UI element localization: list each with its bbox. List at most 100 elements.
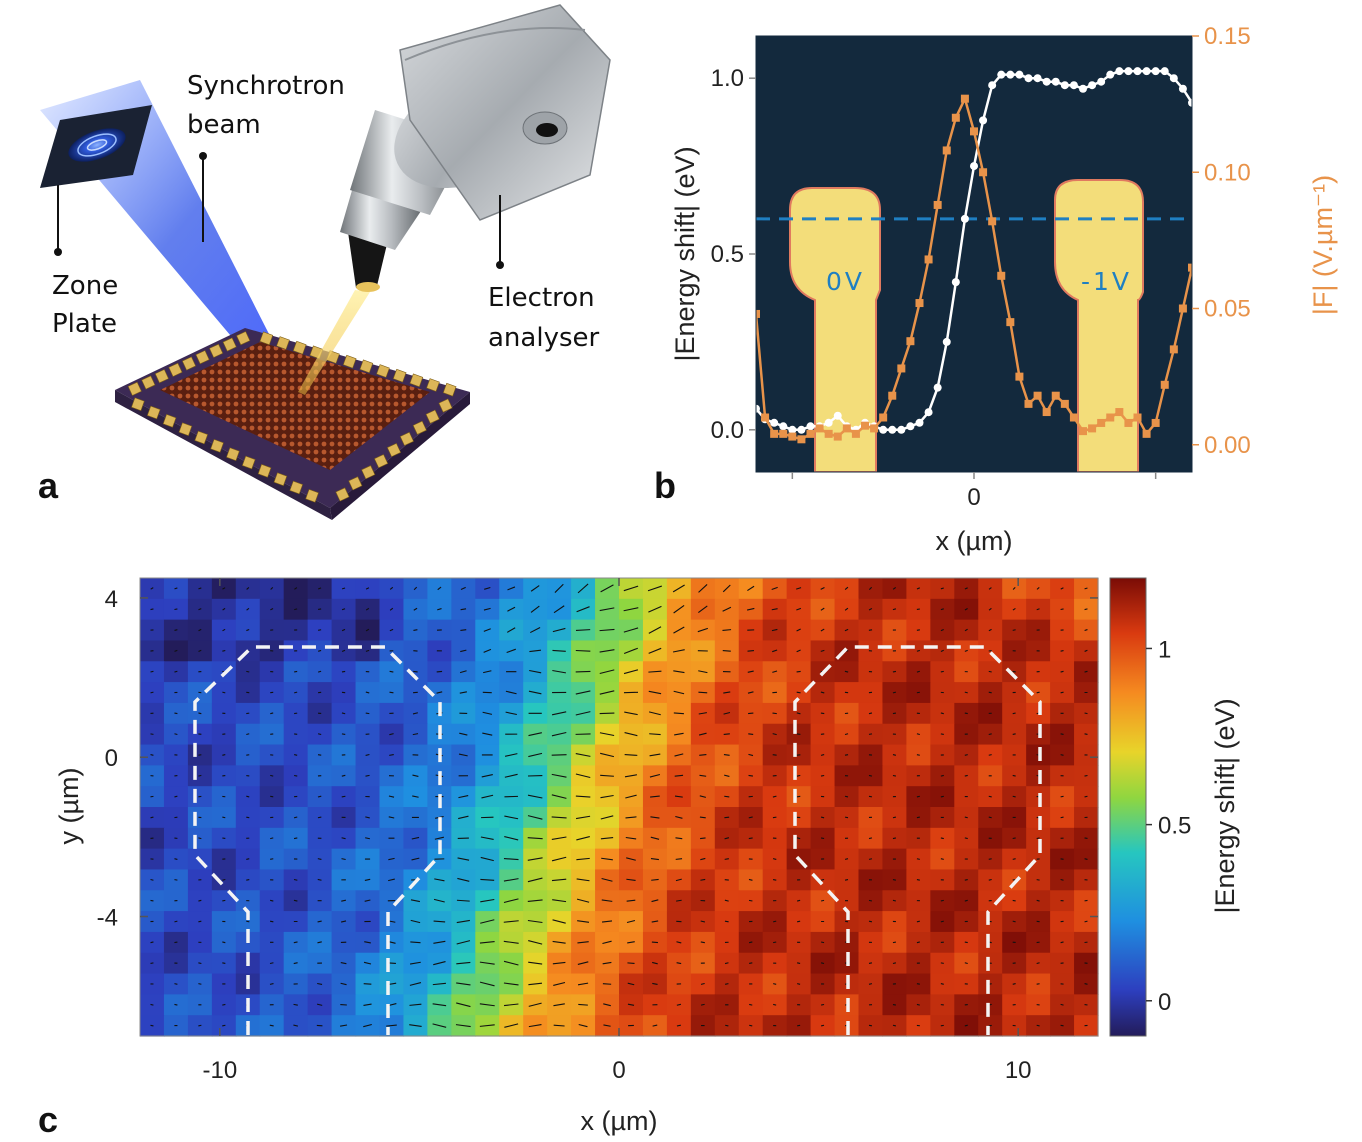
field-arrow bbox=[627, 1003, 635, 1006]
field-arrow bbox=[649, 733, 661, 736]
field-arrow bbox=[796, 795, 801, 798]
bond-pad bbox=[241, 455, 256, 470]
bond-pad bbox=[209, 343, 224, 358]
field-arrow bbox=[1012, 629, 1016, 631]
bond-pad bbox=[438, 398, 453, 413]
field-arrow bbox=[844, 920, 849, 923]
field-arrow bbox=[365, 816, 370, 819]
field-arrow bbox=[436, 691, 443, 694]
field-arrow bbox=[748, 899, 753, 902]
field-arrow bbox=[460, 629, 467, 631]
panel-b-ylabel: |Energy shift| (eV) bbox=[670, 146, 700, 361]
field-arrow bbox=[623, 647, 638, 655]
field-arrow bbox=[1036, 608, 1040, 611]
field-marker bbox=[1115, 408, 1124, 417]
field-arrow bbox=[623, 669, 639, 675]
field-arrow bbox=[503, 960, 519, 966]
energy-marker bbox=[915, 418, 924, 427]
field-arrow bbox=[676, 899, 682, 902]
field-marker bbox=[1088, 424, 1097, 433]
field-arrow bbox=[1012, 733, 1016, 735]
field-arrow bbox=[174, 920, 178, 923]
field-arrow bbox=[1060, 1003, 1064, 1006]
field-arrow bbox=[916, 941, 920, 944]
field-arrow bbox=[389, 753, 394, 756]
field-marker bbox=[770, 429, 779, 438]
field-arrow bbox=[552, 919, 566, 924]
field-arrow bbox=[483, 670, 492, 674]
field-arrow bbox=[552, 940, 566, 944]
bond-pad bbox=[442, 382, 457, 397]
field-arrow bbox=[222, 1024, 226, 1027]
field-arrow bbox=[797, 962, 801, 964]
field-arrow bbox=[820, 754, 825, 756]
field-marker bbox=[788, 432, 797, 441]
field-arrow bbox=[722, 584, 731, 593]
electrode-outline-right bbox=[793, 645, 1042, 1035]
field-arrow bbox=[246, 629, 250, 632]
y-tick-label: 0 bbox=[105, 745, 118, 772]
field-arrow bbox=[672, 649, 685, 653]
field-arrow bbox=[892, 879, 897, 881]
field-marker bbox=[870, 424, 879, 433]
field-arrow bbox=[527, 919, 543, 924]
field-arrow bbox=[820, 962, 825, 965]
field-arrow bbox=[599, 732, 615, 737]
field-arrow bbox=[772, 670, 778, 673]
field-arrow bbox=[456, 982, 471, 986]
field-arrow bbox=[479, 961, 495, 965]
field-arrow bbox=[676, 1024, 681, 1027]
field-arrow bbox=[317, 733, 322, 736]
field-arrow bbox=[364, 878, 371, 881]
field-arrow bbox=[552, 649, 566, 652]
field-arrow bbox=[916, 587, 921, 590]
field-arrow bbox=[626, 857, 636, 861]
field-arrow bbox=[551, 836, 567, 840]
electrode-left-shape bbox=[789, 187, 881, 472]
field-arrow bbox=[480, 919, 495, 924]
field-arrow bbox=[1084, 649, 1088, 652]
field-arrow bbox=[820, 878, 825, 881]
bond-pad bbox=[226, 447, 240, 461]
field-arrow bbox=[576, 898, 590, 903]
field-arrow bbox=[551, 731, 567, 737]
field-arrow bbox=[988, 607, 992, 611]
field-arrow bbox=[365, 837, 371, 840]
field-arrow bbox=[551, 878, 567, 882]
field-arrow bbox=[413, 586, 418, 591]
field-arrow bbox=[698, 670, 708, 674]
field-arrow bbox=[868, 795, 873, 798]
field-arrow bbox=[723, 691, 731, 694]
field-arrow bbox=[528, 1024, 542, 1028]
panel-a-illustration bbox=[40, 4, 611, 520]
panel-b-ylabel-right: |F| (V.µm⁻¹) bbox=[1308, 175, 1338, 315]
field-arrow bbox=[1084, 670, 1088, 673]
field-arrow bbox=[723, 754, 730, 756]
field-arrow bbox=[222, 649, 226, 652]
field-arrow bbox=[198, 712, 202, 715]
field-arrow bbox=[625, 836, 637, 840]
field-arrow bbox=[600, 584, 614, 593]
field-arrow bbox=[844, 795, 849, 798]
field-arrow bbox=[940, 962, 944, 964]
field-marker bbox=[861, 421, 869, 430]
field-arrow bbox=[964, 837, 968, 840]
field-arrow bbox=[844, 607, 849, 611]
field-arrow bbox=[365, 712, 370, 715]
field-arrow bbox=[1084, 733, 1088, 736]
field-arrow bbox=[724, 795, 730, 798]
field-arrow bbox=[389, 607, 394, 611]
bond-pad bbox=[412, 420, 427, 435]
field-arrow bbox=[916, 878, 920, 881]
energy-marker bbox=[942, 337, 951, 346]
field-arrow bbox=[150, 587, 154, 590]
field-arrow bbox=[412, 795, 419, 798]
field-arrow bbox=[480, 878, 495, 881]
field-arrow bbox=[317, 754, 322, 756]
bond-pad bbox=[399, 431, 414, 446]
energy-marker bbox=[1033, 74, 1042, 83]
field-arrow bbox=[964, 774, 968, 777]
field-arrow bbox=[483, 648, 492, 653]
field-arrow bbox=[528, 732, 542, 737]
x-tick-label: 10 bbox=[1005, 1057, 1032, 1084]
